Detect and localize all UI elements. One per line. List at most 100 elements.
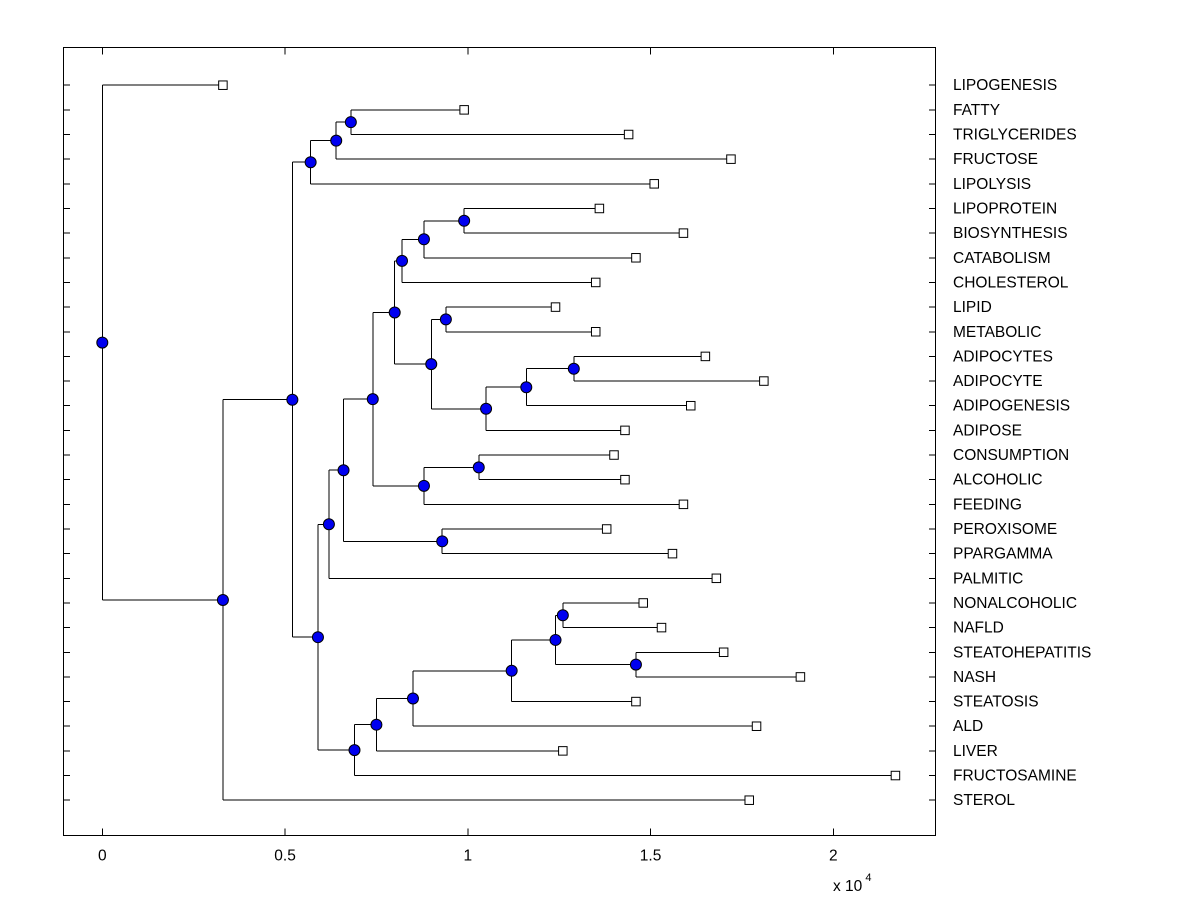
leaf-marker — [459, 105, 469, 115]
branch-node-marker — [406, 692, 419, 705]
branch-node-marker — [417, 479, 430, 492]
y-axis-ticks — [63, 84, 936, 801]
branch-node-marker — [458, 214, 471, 227]
leaf-label: STEROL — [953, 792, 1015, 809]
leaf-label: FRUCTOSE — [953, 151, 1038, 168]
leaf-marker — [700, 351, 711, 362]
leaf-marker — [751, 721, 762, 731]
branch-node-marker — [439, 313, 452, 326]
x-axis-ticks — [101, 47, 834, 836]
branch-node-marker — [366, 393, 379, 406]
leaf-marker — [759, 376, 769, 386]
leaf-marker — [594, 203, 605, 214]
leaf-label: NONALCOHOLIC — [953, 595, 1077, 612]
x-tick-label: 1.5 — [640, 848, 662, 865]
branch-node-marker — [337, 464, 350, 477]
leaf-label: ADIPOSE — [953, 422, 1022, 439]
tree-branches — [101, 84, 896, 801]
leaf-label: TRIGLYCERIDES — [953, 127, 1077, 144]
leaf-label: CHOLESTEROL — [953, 274, 1069, 291]
x-axis-tick-labels: 0 0.5 1 1.5 2 — [98, 848, 838, 865]
leaf-label: ADIPOCYTES — [953, 348, 1053, 365]
leaf-marker — [678, 499, 689, 510]
leaf-marker — [601, 524, 612, 534]
leaf-label: STEATOSIS — [953, 694, 1039, 711]
leaf-marker — [890, 770, 901, 781]
leaf-marker — [649, 179, 659, 189]
leaf-label: BIOSYNTHESIS — [953, 225, 1068, 242]
branch-node-marker — [286, 393, 299, 406]
branch-node-marker — [505, 664, 518, 677]
x-tick-label: 2 — [829, 848, 838, 865]
leaf-label: PPARGAMMA — [953, 546, 1053, 563]
leaf-label: LIPOPROTEIN — [953, 200, 1057, 217]
leaf-label: ALD — [953, 718, 983, 735]
branch-node-marker — [388, 306, 401, 319]
x-tick-label: 1 — [463, 848, 472, 865]
leaf-marker — [667, 548, 678, 559]
leaf-marker — [638, 598, 648, 608]
tree-node-markers — [96, 116, 642, 757]
leaf-marker — [590, 277, 601, 288]
branch-node-marker — [549, 633, 562, 646]
leaf-marker — [711, 573, 722, 584]
plot-border — [63, 47, 936, 836]
branch-node-marker — [436, 535, 449, 548]
leaf-marker — [620, 474, 630, 485]
leaf-label: FATTY — [953, 102, 1000, 119]
leaf-marker — [631, 696, 641, 707]
leaf-marker — [744, 795, 754, 805]
leaf-label: CATABOLISM — [953, 250, 1051, 267]
leaf-marker — [620, 425, 630, 436]
leaf-label: PEROXISOME — [953, 521, 1057, 538]
branch-node-marker — [322, 518, 335, 531]
branch-node-marker — [344, 116, 357, 129]
x-axis-multiplier-exponent: 4 — [865, 872, 871, 884]
branch-node-marker — [330, 134, 343, 147]
leaf-label: LIPID — [953, 299, 992, 316]
leaf-label: METABOLIC — [953, 324, 1041, 341]
leaf-marker — [623, 129, 634, 140]
leaf-label: PALMITIC — [953, 570, 1023, 587]
leaf-marker — [218, 80, 228, 90]
leaf-label: NASH — [953, 669, 996, 686]
leaf-markers — [218, 80, 901, 805]
leaf-marker — [718, 647, 729, 658]
leaf-label: STEATOHEPATITIS — [953, 644, 1091, 661]
branch-node-marker — [370, 718, 383, 731]
leaf-label: CONSUMPTION — [953, 447, 1069, 464]
branch-node-marker — [520, 381, 533, 394]
x-tick-label: 0 — [98, 848, 107, 865]
branch-node-marker — [425, 358, 438, 371]
branch-node-marker — [417, 233, 430, 246]
branch-node-marker — [348, 744, 361, 757]
branch-node-marker — [216, 593, 229, 606]
leaf-label: LIVER — [953, 743, 998, 760]
branch-node-marker — [480, 402, 493, 415]
x-axis-multiplier-base: x 10 — [833, 878, 863, 895]
leaf-marker — [726, 154, 736, 164]
leaf-label: NAFLD — [953, 620, 1004, 637]
branch-node-marker — [472, 461, 485, 474]
leaf-marker — [686, 400, 696, 411]
leaf-marker — [678, 228, 689, 238]
branch-node-marker — [311, 631, 324, 644]
leaf-marker — [558, 746, 568, 756]
x-tick-label: 0.5 — [274, 848, 296, 865]
leaf-label: ADIPOGENESIS — [953, 398, 1070, 415]
leaf-label: ADIPOCYTE — [953, 373, 1043, 390]
leaf-label: FRUCTOSAMINE — [953, 768, 1077, 785]
leaf-label: FEEDING — [953, 496, 1022, 513]
branch-node-marker — [629, 658, 642, 671]
leaf-marker — [631, 253, 641, 263]
leaf-label: LIPOGENESIS — [953, 77, 1057, 94]
branch-node-marker — [396, 254, 409, 267]
leaf-marker — [550, 302, 561, 312]
leaf-label: LIPOLYSIS — [953, 176, 1031, 193]
branch-node-marker — [304, 156, 317, 169]
branch-node-marker — [556, 609, 569, 622]
leaf-marker — [609, 450, 619, 460]
leaf-labels: LIPOGENESIS FATTY TRIGLYCERIDES FRUCTOSE LIP… — [953, 77, 1091, 809]
